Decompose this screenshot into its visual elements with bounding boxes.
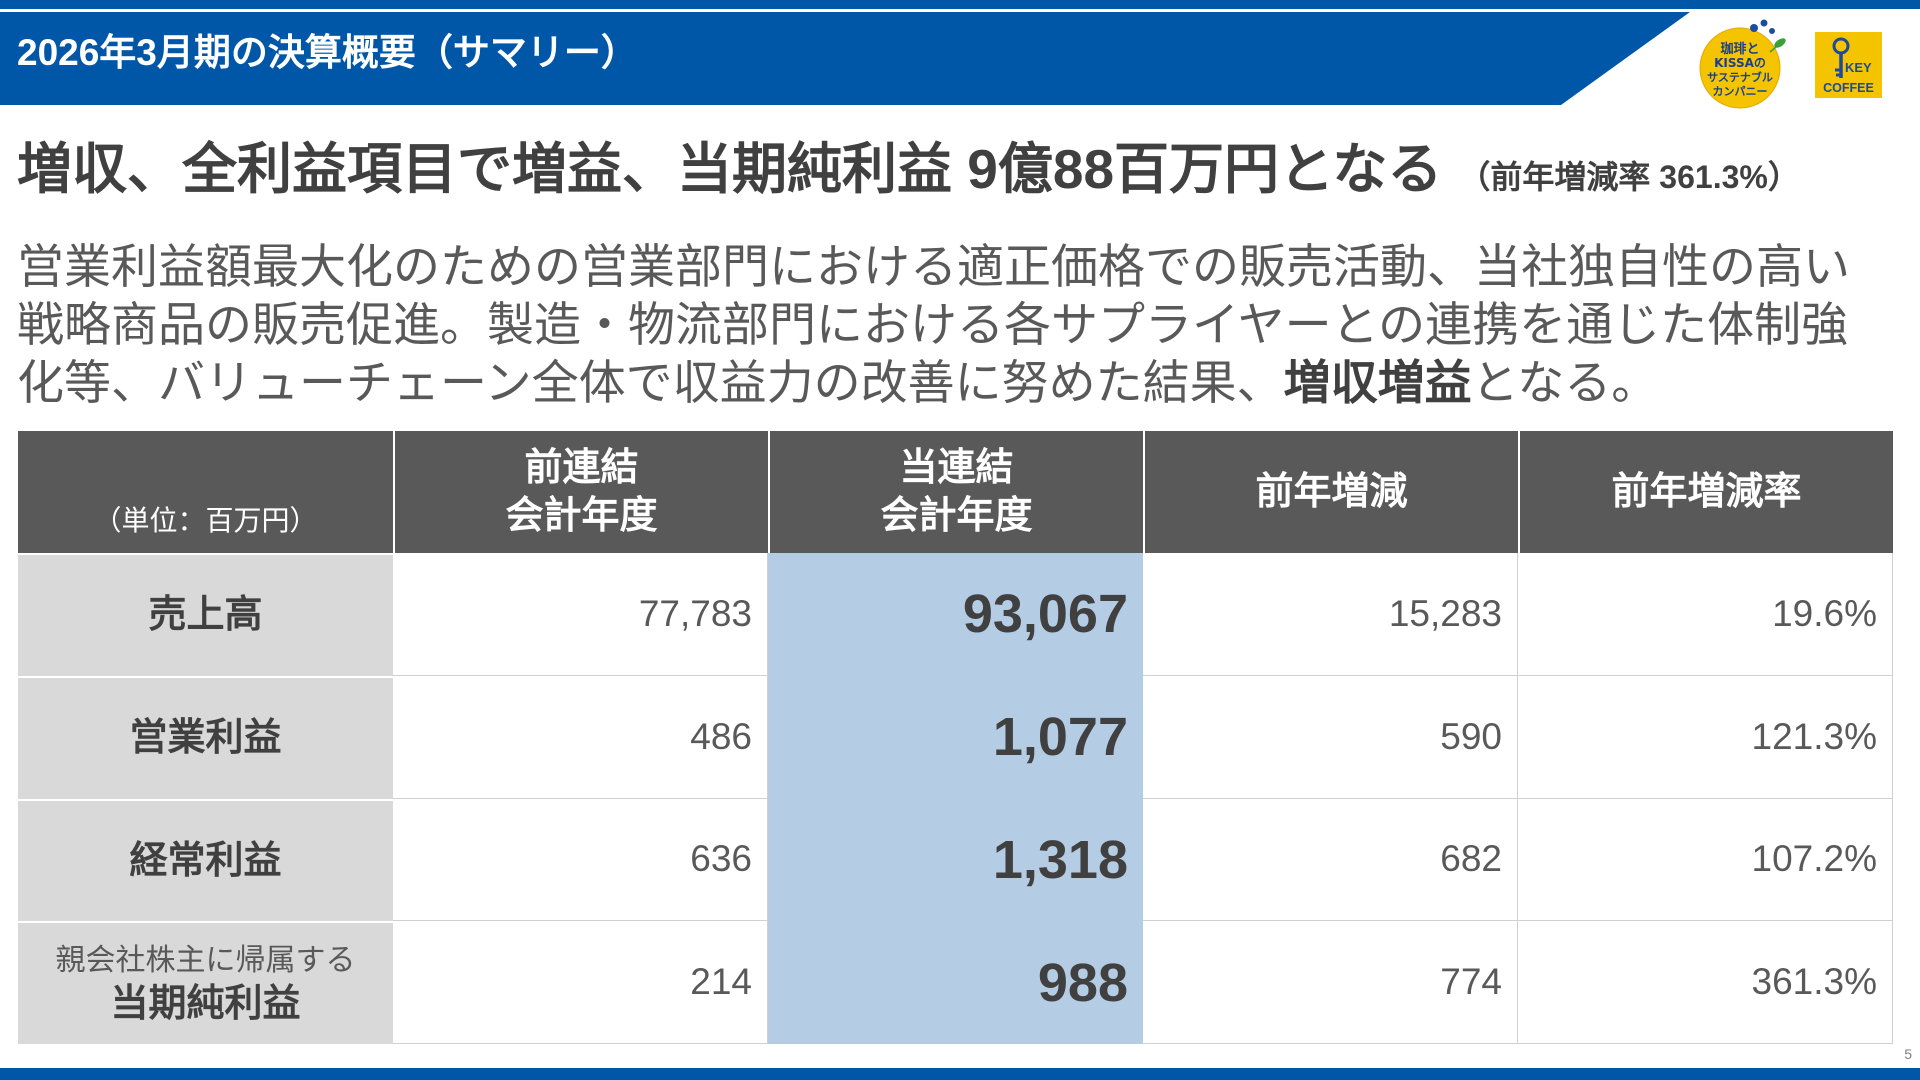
footer-bar bbox=[0, 1068, 1920, 1080]
logo-text: カンパニー bbox=[1713, 85, 1768, 98]
leaf-icon bbox=[1774, 38, 1786, 48]
cell-change-rate: 19.6% bbox=[1518, 553, 1893, 676]
summary-text: 化等、バリューチェーン全体で収益力の改善に努めた結果、 bbox=[17, 356, 1284, 409]
cell-prior-year: 214 bbox=[393, 921, 768, 1044]
header-title-band bbox=[0, 12, 1690, 105]
summary-text: となる。 bbox=[1471, 356, 1659, 409]
column-header-prior-year: 前連結 会計年度 bbox=[393, 431, 768, 553]
row-label-note: 親会社株主に帰属する bbox=[55, 943, 356, 977]
logo-text: 珈琲と bbox=[1720, 41, 1759, 57]
column-header-text: 会計年度 bbox=[880, 495, 1033, 537]
column-header-text: 当連結 bbox=[899, 447, 1014, 489]
cell-prior-year: 486 bbox=[393, 675, 768, 799]
row-label-net-income: 親会社株主に帰属する 当期純利益 bbox=[18, 921, 393, 1044]
summary-line: 営業利益額最大化のための営業部門における適正価格での販売活動、当社独自性の高い bbox=[17, 240, 1850, 293]
header-top-strip bbox=[0, 0, 1920, 9]
headline: 増収、全利益項目で増益、当期純利益 9億88百万円となる （前年増減率 361.… bbox=[17, 136, 1800, 202]
cell-change: 774 bbox=[1143, 921, 1518, 1044]
column-header-text: 前年増減 bbox=[1255, 471, 1408, 513]
logo-text: COFFEE bbox=[1823, 81, 1874, 95]
cell-current-year: 988 bbox=[768, 921, 1143, 1044]
row-label-net-sales: 売上高 bbox=[18, 553, 393, 676]
headline-growth-rate: （前年増減率 361.3%） bbox=[1458, 159, 1800, 195]
cell-current-year: 93,067 bbox=[768, 553, 1143, 676]
summary-paragraph: 営業利益額最大化のための営業部門における適正価格での販売活動、当社独自性の高い … bbox=[17, 238, 1850, 412]
column-header-text: 前連結 bbox=[524, 447, 639, 489]
row-label-text: 売上高 bbox=[148, 594, 263, 637]
summary-line: 戦略商品の販売促進。製造・物流部門における各サプライヤーとの連携を通じた体制強 bbox=[17, 298, 1849, 351]
column-header-text: 前年増減率 bbox=[1611, 471, 1802, 513]
key-icon bbox=[1832, 37, 1850, 78]
cell-change-rate: 361.3% bbox=[1518, 921, 1893, 1044]
row-label-operating-profit: 営業利益 bbox=[18, 675, 393, 799]
summary-emphasis: 増収増益 bbox=[1283, 356, 1472, 409]
kissa-sustainable-company-logo: 珈琲と KISSAの サステナブル カンパニー bbox=[1699, 19, 1786, 109]
unit-label: （単位：百万円） bbox=[93, 505, 318, 536]
row-label-text: 当期純利益 bbox=[110, 982, 301, 1025]
results-table: （単位：百万円） 前連結 会計年度 当連結 会計年度 前年増減 前年増減率 売上… bbox=[18, 431, 1893, 1044]
row-label-ordinary-profit: 経常利益 bbox=[18, 798, 393, 922]
key-coffee-logo: KEY COFFEE bbox=[1815, 32, 1882, 98]
column-header-current-year: 当連結 会計年度 bbox=[768, 431, 1143, 553]
column-header-change: 前年増減 bbox=[1143, 431, 1518, 553]
table-header-unit: （単位：百万円） bbox=[18, 431, 393, 553]
headline-main: 増収、全利益項目で増益、当期純利益 9億88百万円となる bbox=[17, 138, 1443, 200]
summary-line: 化等、バリューチェーン全体で収益力の改善に努めた結果、増収増益となる。 bbox=[17, 354, 1850, 412]
cell-change: 590 bbox=[1143, 675, 1518, 799]
row-label-text: 経常利益 bbox=[129, 839, 282, 882]
logo-text: サステナブル bbox=[1707, 70, 1773, 84]
row-label-text: 営業利益 bbox=[129, 717, 282, 760]
cell-change-rate: 121.3% bbox=[1518, 675, 1893, 799]
column-header-change-rate: 前年増減率 bbox=[1518, 431, 1893, 553]
logo-text: KISSAの bbox=[1714, 56, 1766, 70]
cell-prior-year: 636 bbox=[393, 798, 768, 922]
cell-current-year: 1,318 bbox=[768, 798, 1143, 922]
logo-text: KEY bbox=[1845, 60, 1872, 75]
cell-prior-year: 77,783 bbox=[393, 553, 768, 676]
cell-change: 15,283 bbox=[1143, 553, 1518, 676]
page-number: 5 bbox=[1904, 1046, 1912, 1062]
coffee-drop-icon bbox=[1750, 24, 1758, 32]
cell-current-year: 1,077 bbox=[768, 675, 1143, 799]
header-banner bbox=[0, 0, 1920, 105]
slide-title: 2026年3月期の決算概要（サマリー） bbox=[17, 32, 638, 73]
column-header-text: 会計年度 bbox=[505, 495, 658, 537]
cell-change-rate: 107.2% bbox=[1518, 798, 1893, 922]
cell-change: 682 bbox=[1143, 798, 1518, 922]
